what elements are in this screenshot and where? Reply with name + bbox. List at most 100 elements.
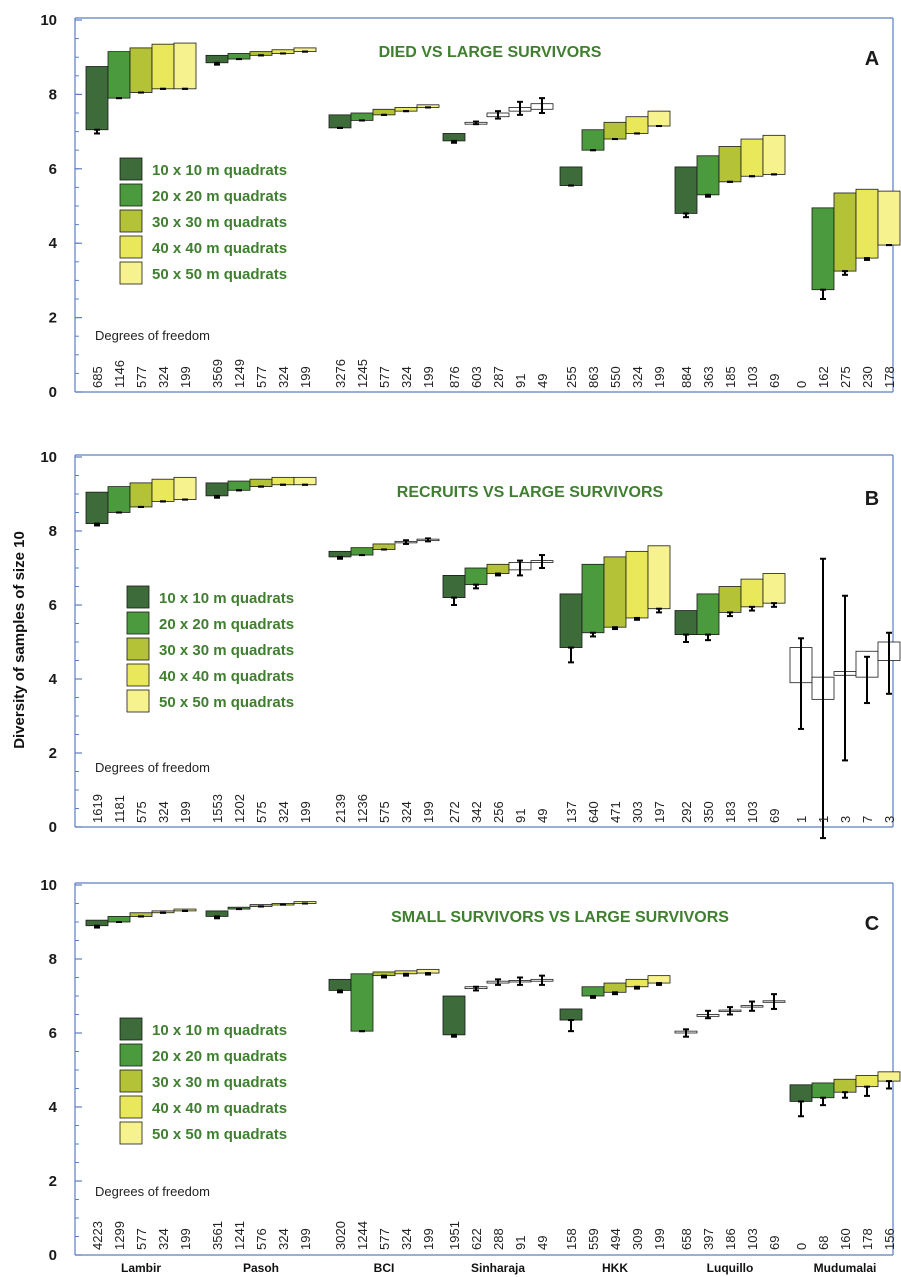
y-tick-label: 6 (49, 597, 57, 614)
legend-swatch (119, 1017, 143, 1041)
bar (328, 978, 352, 991)
legend-swatch (119, 1095, 143, 1119)
y-tick-label: 8 (49, 523, 57, 540)
dof-label: 272 (447, 801, 462, 823)
dof-label: 69 (767, 1236, 782, 1250)
bar (151, 478, 175, 502)
bar (674, 610, 698, 635)
legend-swatch (119, 1043, 143, 1067)
bar (647, 110, 671, 127)
dof-label: 342 (469, 801, 484, 823)
y-tick-label: 6 (49, 1025, 57, 1042)
dof-label: 324 (156, 801, 171, 823)
dof-label: 550 (608, 366, 623, 388)
dof-label: 287 (491, 366, 506, 388)
bar (350, 547, 374, 556)
bar (718, 586, 742, 613)
dof-label: 199 (298, 1228, 313, 1250)
bar (205, 482, 229, 497)
legend-swatch (119, 209, 143, 233)
bar (464, 567, 488, 586)
dof-label: 1619 (90, 794, 105, 823)
bar (442, 133, 466, 142)
bar (581, 986, 605, 997)
dof-label: 186 (723, 1228, 738, 1250)
bar (486, 563, 510, 574)
y-tick-label: 4 (49, 1099, 58, 1116)
y-tick-label: 2 (49, 310, 57, 327)
dof-label: 1245 (355, 359, 370, 388)
dof-label: 183 (723, 801, 738, 823)
legend-swatch (119, 1069, 143, 1093)
dof-label: 7 (860, 816, 875, 823)
dof-label: 68 (816, 1236, 831, 1250)
bar (559, 593, 583, 648)
dof-title: Degrees of freedom (95, 1184, 210, 1199)
bar (603, 982, 627, 993)
bar (740, 578, 764, 608)
dof-label: 230 (860, 366, 875, 388)
bar (107, 51, 131, 99)
y-tick-label: 8 (49, 86, 57, 103)
bar (625, 978, 649, 988)
bar (696, 593, 720, 636)
dof-label: 3561 (210, 1221, 225, 1250)
dof-label: 3 (838, 816, 853, 823)
bar (85, 491, 109, 524)
panel-letter: A (865, 48, 879, 70)
dof-label: 69 (767, 809, 782, 823)
legend-swatch (119, 235, 143, 259)
dof-label: 1146 (112, 360, 127, 388)
dof-label: 575 (134, 801, 149, 823)
dof-label: 559 (586, 1228, 601, 1250)
bar (833, 192, 857, 272)
bar (603, 556, 627, 628)
dof-label: 3020 (333, 1221, 348, 1250)
bar (559, 166, 583, 186)
dof-label: 577 (377, 366, 392, 388)
bar (350, 112, 374, 121)
panel-title: DIED VS LARGE SURVIVORS (379, 44, 602, 61)
legend-label: 10 x 10 m quadrats (159, 590, 294, 607)
dof-label: 884 (679, 366, 694, 388)
legend-swatch (126, 611, 150, 635)
legend-label: 10 x 10 m quadrats (152, 1022, 287, 1039)
dof-label: 160 (838, 1228, 853, 1250)
legend-swatch (119, 261, 143, 285)
dof-label: 494 (608, 1228, 623, 1250)
dof-label: 0 (794, 381, 809, 388)
bar (855, 1075, 879, 1088)
bar (151, 43, 175, 90)
dof-label: 603 (469, 366, 484, 388)
dof-label: 49 (535, 1236, 550, 1250)
dof-label: 575 (254, 801, 269, 823)
legend-label: 20 x 20 m quadrats (152, 1048, 287, 1065)
dof-label: 156 (882, 1228, 897, 1250)
dof-label: 622 (469, 1228, 484, 1250)
y-axis-label: Diversity of samples of size 10 (11, 531, 28, 749)
bar (442, 575, 466, 599)
dof-label: 255 (564, 366, 579, 388)
dof-label: 1249 (232, 359, 247, 388)
bar (227, 480, 251, 491)
dof-label: 199 (178, 801, 193, 823)
dof-label: 350 (701, 801, 716, 823)
panel-title: SMALL SURVIVORS VS LARGE SURVIVORS (391, 909, 729, 926)
dof-label: 103 (745, 1228, 760, 1250)
dof-label: 303 (630, 801, 645, 823)
y-tick-label: 2 (49, 745, 57, 762)
bar (249, 478, 273, 488)
site-label: Mudumalai (814, 1261, 877, 1275)
dof-label: 91 (513, 1236, 528, 1250)
legend-swatch (119, 1121, 143, 1145)
bar (173, 476, 197, 500)
dof-label: 199 (298, 801, 313, 823)
dof-label: 199 (421, 1228, 436, 1250)
dof-label: 324 (156, 1228, 171, 1250)
legend-label: 50 x 50 m quadrats (159, 694, 294, 711)
bar (625, 116, 649, 134)
dof-label: 324 (156, 366, 171, 388)
y-tick-label: 8 (49, 951, 57, 968)
panel-letter: C (865, 913, 879, 935)
bar (674, 166, 698, 214)
